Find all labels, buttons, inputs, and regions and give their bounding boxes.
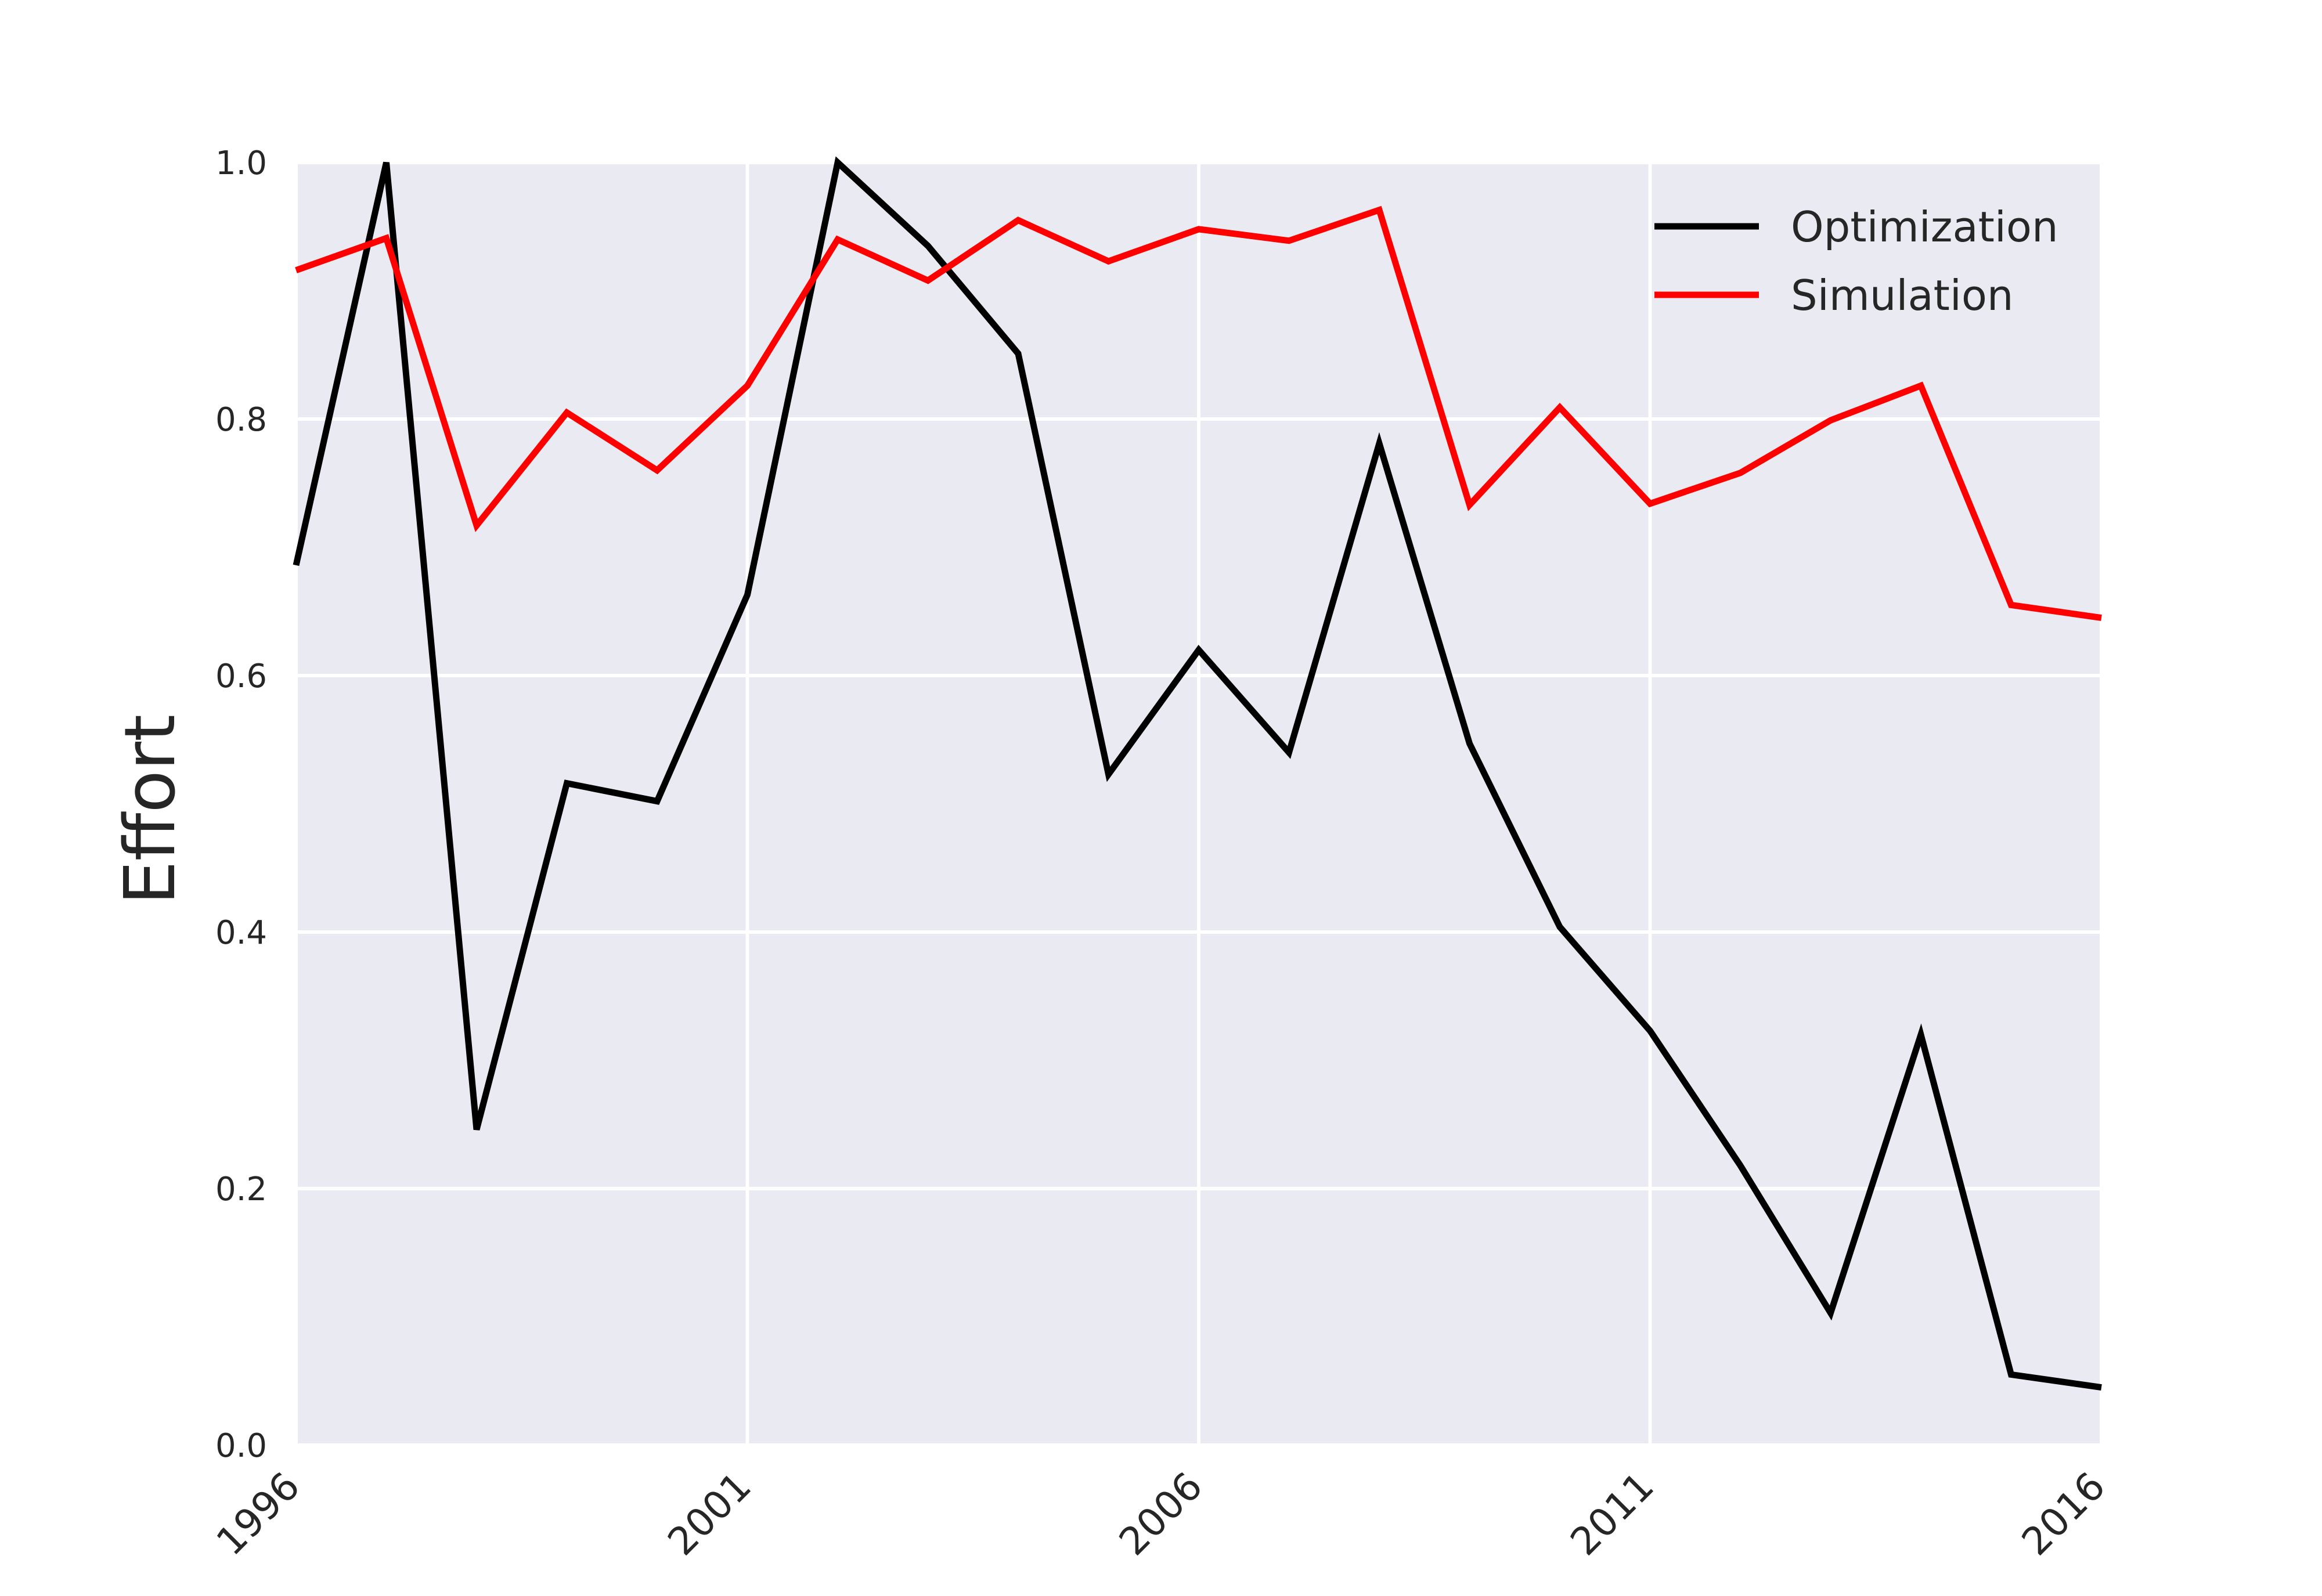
y-tick-label: 1.0	[215, 145, 267, 182]
y-tick-label: 0.8	[215, 401, 267, 439]
legend-label-optimization: Optimization	[1791, 203, 2058, 251]
y-axis-label: Effort	[110, 714, 191, 905]
y-tick-label: 0.2	[215, 1171, 267, 1208]
gridlines	[294, 161, 2103, 1447]
legend-label-simulation: Simulation	[1791, 271, 2014, 320]
series-lines	[293, 156, 2102, 1391]
y-tick-label: 0.0	[215, 1427, 267, 1465]
y-tick-label: 0.6	[215, 658, 267, 695]
y-tick-label: 0.4	[215, 914, 267, 952]
series-line-optimization	[293, 156, 2102, 1391]
series-line-simulation	[295, 205, 2102, 621]
legend: Optimization Simulation	[1654, 203, 2058, 320]
